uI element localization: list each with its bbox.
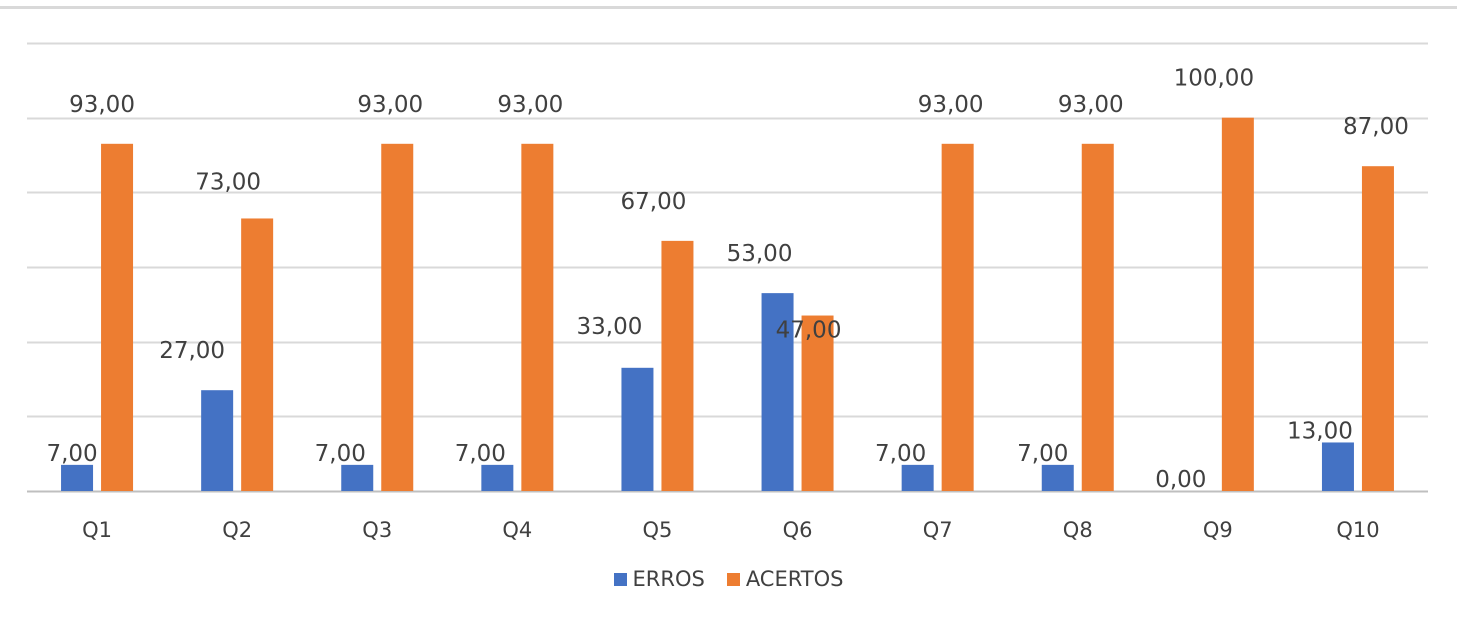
legend-item-acertos: ACERTOS — [726, 567, 844, 591]
data-label-acertos-q7: 93,00 — [918, 92, 984, 118]
bar-erros-q2 — [201, 390, 234, 491]
bar-acertos-q5 — [661, 240, 694, 491]
bar-erros-q10 — [1321, 442, 1354, 491]
x-tick-label-q5: Q5 — [643, 518, 673, 542]
x-tick-label-q7: Q7 — [923, 518, 953, 542]
data-label-erros-q2: 27,00 — [159, 338, 225, 364]
data-label-erros-q6: 53,00 — [727, 241, 793, 267]
bar-erros-q4 — [481, 464, 514, 491]
legend-swatch-acertos — [726, 572, 740, 586]
bar-acertos-q3 — [381, 143, 414, 492]
data-label-erros-q3: 7,00 — [315, 441, 366, 467]
bar-erros-q7 — [901, 464, 934, 491]
x-tick-label-q3: Q3 — [362, 518, 392, 542]
gridlines — [27, 42, 1428, 493]
x-tick-label-q4: Q4 — [502, 518, 532, 542]
legend-label-erros: ERROS — [632, 567, 705, 591]
data-label-acertos-q9: 100,00 — [1174, 66, 1254, 92]
x-tick-label-q9: Q9 — [1203, 518, 1233, 542]
data-label-erros-q5: 33,00 — [577, 314, 643, 340]
legend-label-acertos: ACERTOS — [745, 567, 844, 591]
data-label-erros-q1: 7,00 — [46, 441, 97, 467]
data-label-erros-q9: 0,00 — [1155, 467, 1206, 493]
data-label-erros-q8: 7,00 — [1017, 441, 1068, 467]
data-label-erros-q7: 7,00 — [875, 441, 926, 467]
bar-acertos-q2 — [241, 218, 274, 491]
data-label-acertos-q10: 87,00 — [1343, 114, 1409, 140]
bar-acertos-q6 — [801, 315, 834, 491]
data-labels: 7,00 93,00 27,00 73,00 7,00 93,00 7,00 93,00 33,… — [46, 66, 1408, 493]
bar-acertos-q7 — [941, 143, 974, 492]
bar-chart: 7,00 93,00 27,00 73,00 7,00 93,00 7,00 93,00 33,… — [27, 42, 1428, 542]
data-label-acertos-q3: 93,00 — [357, 92, 423, 118]
data-label-acertos-q2: 73,00 — [195, 169, 261, 195]
data-label-erros-q4: 7,00 — [455, 441, 506, 467]
bar-erros-q6 — [761, 293, 794, 491]
data-label-acertos-q1: 93,00 — [69, 92, 135, 118]
bar-acertos-q1 — [101, 143, 134, 492]
bar-acertos-q8 — [1081, 143, 1114, 492]
bars — [61, 117, 1394, 492]
data-label-acertos-q4: 93,00 — [497, 92, 563, 118]
legend-item-erros: ERROS — [613, 567, 705, 591]
bar-acertos-q9 — [1221, 117, 1254, 492]
legend-swatch-erros — [613, 572, 627, 586]
bar-acertos-q4 — [521, 143, 554, 492]
bar-erros-q3 — [341, 464, 374, 491]
bar-erros-q1 — [61, 464, 94, 491]
legend: ERROS ACERTOS — [0, 567, 1457, 591]
x-tick-label-q2: Q2 — [222, 518, 252, 542]
x-tick-label-q10: Q10 — [1336, 518, 1379, 542]
x-tick-label-q6: Q6 — [783, 518, 813, 542]
x-tick-label-q8: Q8 — [1063, 518, 1093, 542]
x-axis-tick-labels: Q1 Q2 Q3 Q4 Q5 Q6 Q7 Q8 Q9 Q10 — [82, 518, 1379, 542]
data-label-erros-q10: 13,00 — [1287, 418, 1353, 444]
data-label-acertos-q8: 93,00 — [1058, 92, 1124, 118]
bar-acertos-q10 — [1361, 166, 1394, 491]
top-border — [0, 6, 1457, 9]
data-label-acertos-q6: 47,00 — [776, 318, 842, 344]
data-label-acertos-q5: 67,00 — [621, 189, 687, 215]
bar-erros-q5 — [621, 367, 654, 491]
x-tick-label-q1: Q1 — [82, 518, 112, 542]
bar-erros-q8 — [1041, 464, 1074, 491]
